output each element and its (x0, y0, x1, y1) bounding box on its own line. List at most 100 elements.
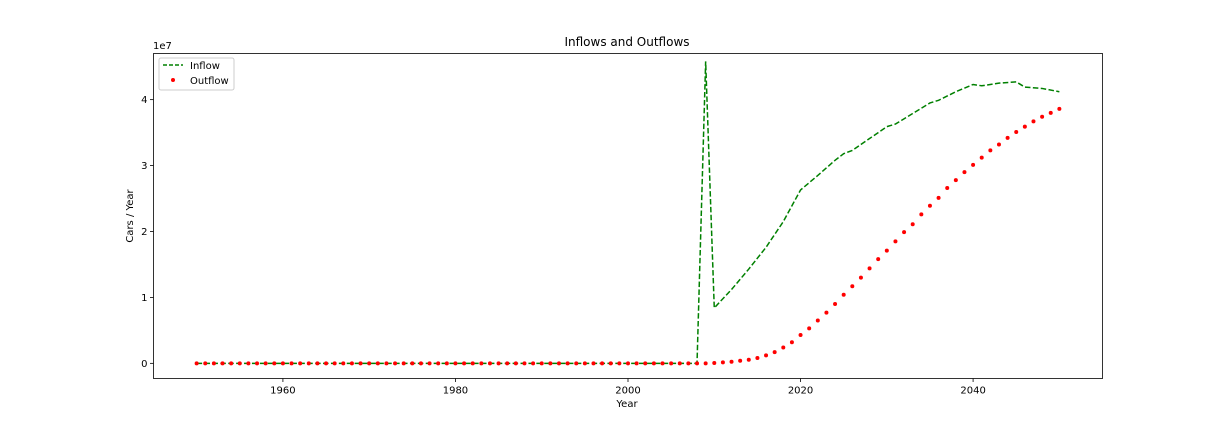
outflow-point-2048 (1040, 114, 1045, 119)
outflow-point-1980 (453, 361, 458, 366)
outflow-point-1966 (332, 361, 337, 366)
outflow-point-2027 (858, 275, 863, 280)
x-tick-label-2020: 2020 (788, 386, 813, 397)
outflow-point-1990 (539, 361, 544, 366)
outflow-point-2013 (738, 358, 743, 363)
outflow-point-2008 (695, 361, 700, 366)
outflow-point-2035 (927, 203, 932, 208)
x-tick-label-1960: 1960 (270, 386, 295, 397)
outflow-point-1954 (229, 361, 234, 366)
outflow-point-1997 (600, 361, 605, 366)
outflow-point-1998 (608, 361, 613, 366)
legend-box (158, 57, 235, 91)
outflow-point-2024 (833, 302, 838, 307)
outflow-point-2004 (660, 361, 665, 366)
outflow-point-1978 (436, 361, 441, 366)
outflow-point-1970 (367, 361, 372, 366)
outflow-point-2044 (1005, 135, 1010, 140)
x-tick-label-2040: 2040 (960, 386, 985, 397)
y-axis-label: Cars / Year (125, 188, 136, 242)
outflow-point-2030 (884, 248, 889, 253)
chart-title: Inflows and Outflows (564, 35, 689, 49)
y-offset-text: 1e7 (153, 41, 172, 52)
outflow-point-1983 (479, 361, 484, 366)
outflow-point-2010 (712, 361, 717, 366)
x-tick-label-2000: 2000 (615, 386, 640, 397)
outflow-point-2040 (971, 162, 976, 167)
outflow-point-2021 (807, 326, 812, 331)
legend-outflow-label: Outflow (190, 76, 229, 87)
outflow-point-1962 (298, 361, 303, 366)
x-axis-ticks: 1960 1980 2000 2020 2040 (270, 378, 986, 397)
outflow-point-2025 (841, 292, 846, 297)
outflow-point-2026 (850, 284, 855, 289)
outflow-point-1982 (470, 361, 475, 366)
legend: Inflow Outflow (158, 57, 235, 91)
y-tick-label-2: 2 (141, 227, 147, 238)
outflow-point-1991 (548, 361, 553, 366)
outflow-point-2033 (910, 222, 915, 227)
outflow-point-1967 (341, 361, 346, 366)
outflow-point-2034 (919, 212, 924, 217)
outflow-point-2036 (936, 195, 941, 200)
outflow-point-1993 (565, 361, 570, 366)
outflow-point-1984 (487, 361, 492, 366)
legend-inflow-label: Inflow (190, 61, 220, 72)
outflow-point-1959 (272, 361, 277, 366)
y-tick-label-3: 3 (141, 161, 147, 172)
outflow-point-2018 (781, 345, 786, 350)
outflow-point-2011 (720, 360, 725, 365)
outflow-point-2019 (789, 340, 794, 345)
y-tick-label-4: 4 (141, 95, 147, 106)
outflow-point-2001 (634, 361, 639, 366)
outflow-point-2028 (867, 266, 872, 271)
outflow-point-1952 (211, 361, 216, 366)
outflow-markers (194, 106, 1062, 366)
outflow-point-1987 (513, 361, 518, 366)
outflow-point-2002 (643, 361, 648, 366)
outflow-point-2043 (996, 142, 1001, 147)
outflow-point-2041 (979, 155, 984, 160)
outflow-point-1951 (203, 361, 208, 366)
outflow-point-1968 (349, 361, 354, 366)
outflow-point-1996 (591, 361, 596, 366)
outflow-point-1979 (444, 361, 449, 366)
legend-outflow-marker (171, 78, 175, 82)
outflow-point-1999 (617, 361, 622, 366)
outflow-point-1974 (401, 361, 406, 366)
outflow-point-2007 (686, 361, 691, 366)
outflow-point-1977 (427, 361, 432, 366)
x-axis-label: Year (615, 399, 638, 410)
outflow-point-2003 (651, 361, 656, 366)
series-layer (194, 61, 1062, 366)
outflow-point-1986 (505, 361, 510, 366)
outflow-point-1960 (280, 361, 285, 366)
outflow-point-2012 (729, 359, 734, 364)
outflow-point-1972 (384, 361, 389, 366)
inflow-line (196, 61, 1060, 365)
y-axis-ticks: 0 1 2 3 4 (141, 95, 154, 370)
outflow-point-2014 (746, 357, 751, 362)
outflow-point-2009 (703, 361, 708, 366)
outflow-point-1985 (496, 361, 501, 366)
outflow-point-1953 (220, 361, 225, 366)
outflow-point-1975 (410, 361, 415, 366)
outflow-point-1995 (582, 361, 587, 366)
outflow-point-1955 (237, 361, 242, 366)
outflow-point-2031 (893, 239, 898, 244)
outflow-point-2015 (755, 356, 760, 361)
outflow-point-1958 (263, 361, 268, 366)
outflow-point-1965 (324, 361, 329, 366)
outflow-point-1992 (556, 361, 561, 366)
outflow-point-2032 (902, 230, 907, 235)
outflow-point-2005 (669, 361, 674, 366)
outflow-point-2045 (1014, 129, 1019, 134)
outflow-point-2023 (824, 310, 829, 315)
outflow-point-2017 (772, 350, 777, 355)
outflow-point-2000 (626, 361, 630, 366)
outflow-point-1950 (194, 361, 199, 366)
outflow-point-2029 (876, 257, 881, 262)
outflow-point-2020 (798, 332, 803, 337)
outflow-point-2049 (1048, 110, 1053, 115)
